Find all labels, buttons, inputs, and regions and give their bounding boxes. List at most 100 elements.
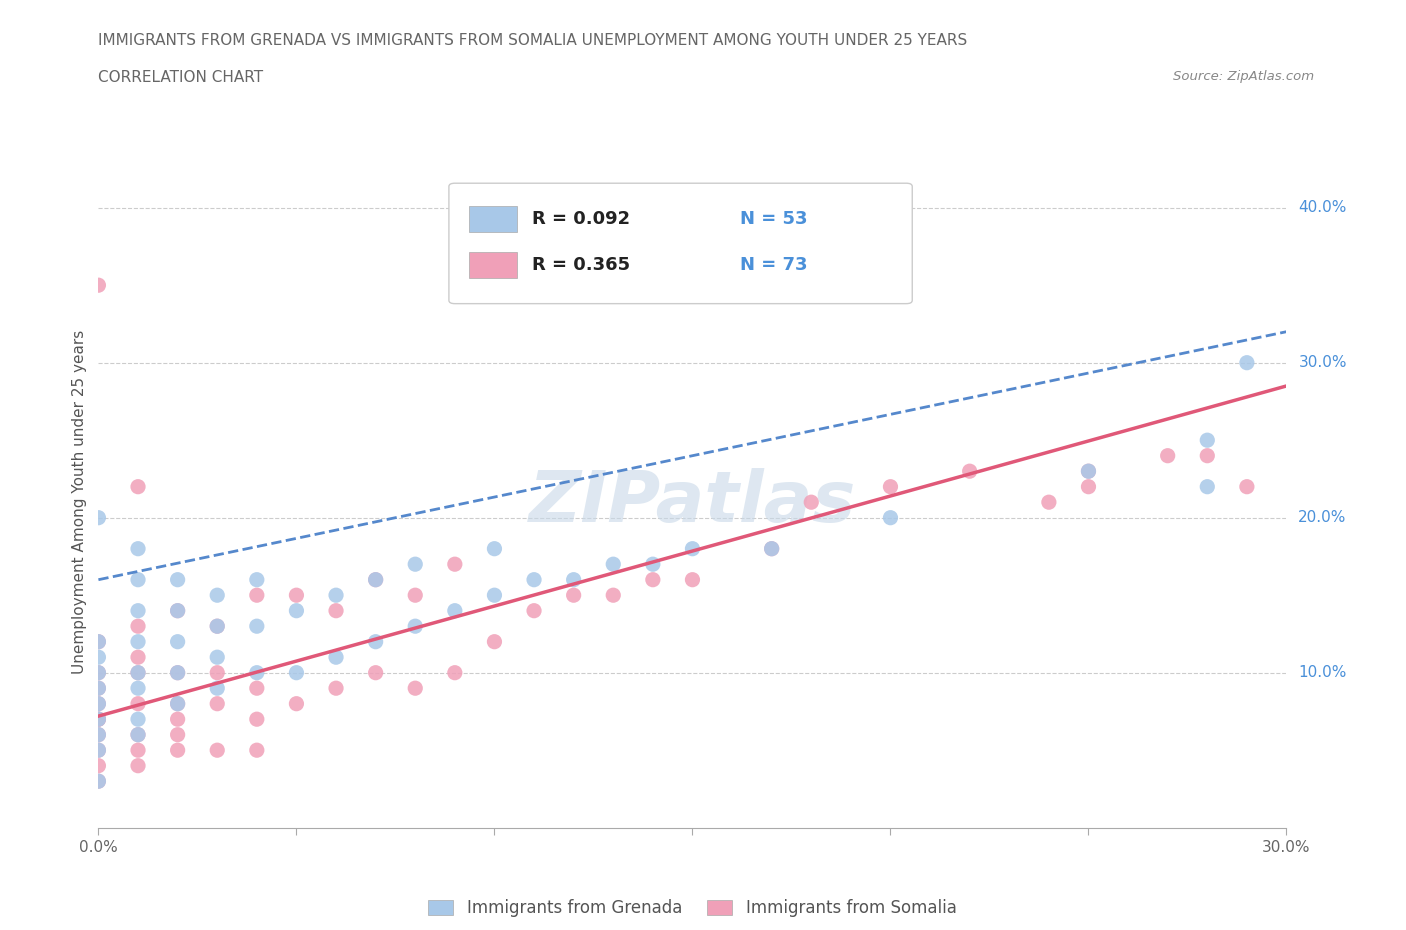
Point [87, 711, 110, 726]
Point [127, 541, 149, 556]
Point [205, 665, 228, 680]
Point [364, 572, 387, 587]
Point [879, 511, 901, 525]
Point [205, 618, 228, 633]
Point [127, 665, 149, 680]
Point [484, 634, 506, 649]
Point [325, 604, 347, 618]
Point [87, 681, 110, 696]
Point [641, 557, 664, 572]
Point [166, 634, 188, 649]
Point [87, 711, 110, 726]
Text: ZIPatlas: ZIPatlas [529, 468, 856, 537]
Point [364, 665, 387, 680]
Point [205, 681, 228, 696]
Point [166, 665, 188, 680]
Point [127, 618, 149, 633]
Point [444, 665, 467, 680]
Point [87, 774, 110, 789]
Point [166, 604, 188, 618]
Point [325, 588, 347, 603]
Point [87, 665, 110, 680]
Point [246, 681, 269, 696]
Point [246, 711, 269, 726]
Point [87, 711, 110, 726]
Text: N = 53: N = 53 [740, 210, 807, 228]
Point [127, 681, 149, 696]
Point [127, 711, 149, 726]
Point [285, 665, 308, 680]
Point [602, 588, 624, 603]
Point [1038, 495, 1060, 510]
Point [562, 588, 585, 603]
Point [127, 727, 149, 742]
Point [127, 665, 149, 680]
Point [87, 665, 110, 680]
Point [166, 665, 188, 680]
Text: N = 73: N = 73 [740, 256, 807, 273]
Point [681, 541, 703, 556]
Point [523, 572, 546, 587]
Point [761, 541, 783, 556]
Point [404, 618, 426, 633]
FancyBboxPatch shape [470, 252, 516, 278]
Point [1077, 464, 1099, 479]
Point [205, 697, 228, 711]
Point [87, 743, 110, 758]
Point [246, 665, 269, 680]
Point [285, 604, 308, 618]
Text: R = 0.092: R = 0.092 [531, 210, 630, 228]
Point [1197, 432, 1219, 447]
Point [761, 541, 783, 556]
Point [364, 572, 387, 587]
Point [246, 588, 269, 603]
Text: 40.0%: 40.0% [1298, 200, 1347, 215]
Point [166, 727, 188, 742]
Point [87, 774, 110, 789]
Point [246, 572, 269, 587]
Point [285, 588, 308, 603]
Point [1197, 479, 1219, 494]
Point [444, 557, 467, 572]
Point [959, 464, 981, 479]
Point [1236, 355, 1258, 370]
Point [562, 572, 585, 587]
Point [1077, 479, 1099, 494]
Point [404, 681, 426, 696]
Point [87, 650, 110, 665]
Point [205, 650, 228, 665]
Point [879, 479, 901, 494]
Y-axis label: Unemployment Among Youth under 25 years: Unemployment Among Youth under 25 years [72, 330, 87, 674]
Text: R = 0.365: R = 0.365 [531, 256, 630, 273]
Point [1077, 464, 1099, 479]
Point [285, 697, 308, 711]
Point [166, 697, 188, 711]
Point [87, 278, 110, 293]
Point [325, 650, 347, 665]
Point [166, 604, 188, 618]
Point [127, 650, 149, 665]
Point [1236, 479, 1258, 494]
Point [205, 743, 228, 758]
Point [404, 557, 426, 572]
Point [127, 697, 149, 711]
Point [681, 572, 703, 587]
Point [484, 588, 506, 603]
Point [166, 572, 188, 587]
Point [364, 634, 387, 649]
Point [127, 572, 149, 587]
Text: CORRELATION CHART: CORRELATION CHART [98, 70, 263, 85]
Point [641, 572, 664, 587]
Point [444, 604, 467, 618]
Point [87, 634, 110, 649]
FancyBboxPatch shape [470, 206, 516, 232]
Point [246, 743, 269, 758]
Point [205, 588, 228, 603]
Point [87, 727, 110, 742]
Point [205, 618, 228, 633]
Point [87, 758, 110, 773]
Point [800, 495, 823, 510]
Text: 30.0%: 30.0% [1298, 355, 1347, 370]
Point [127, 727, 149, 742]
FancyBboxPatch shape [449, 183, 912, 304]
